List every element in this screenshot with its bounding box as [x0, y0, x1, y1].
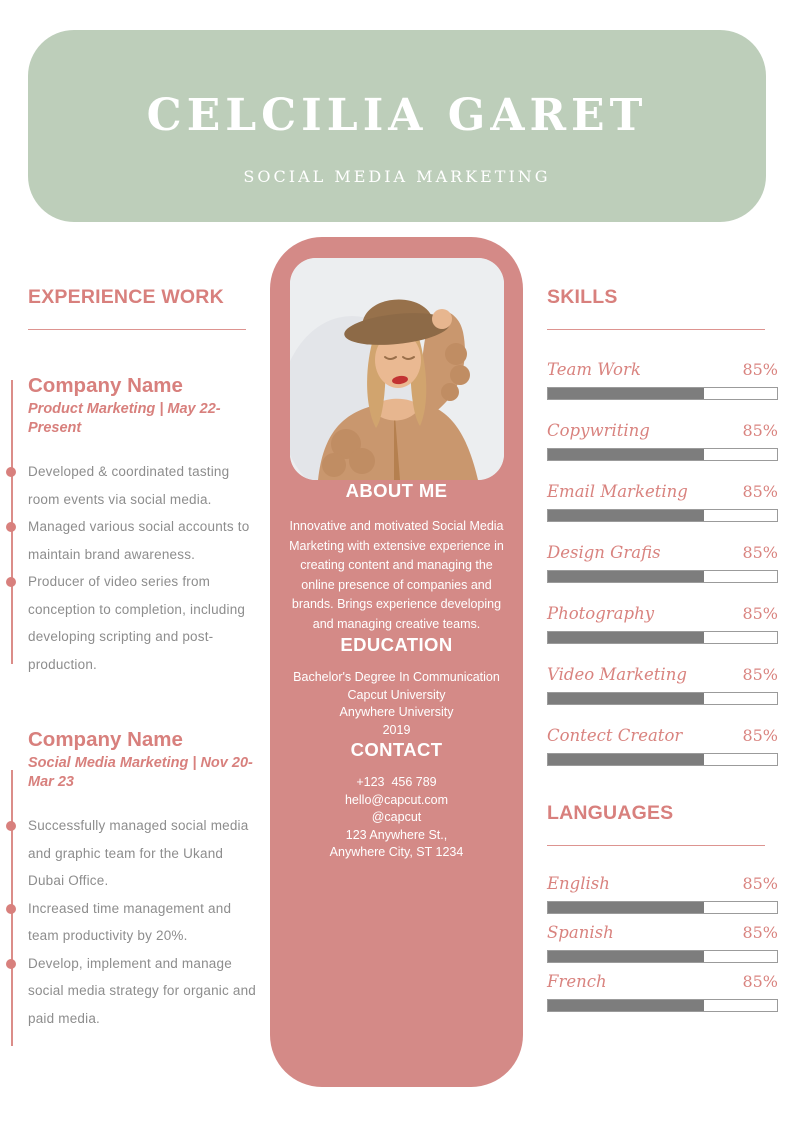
language-label: English	[547, 874, 610, 893]
about-text: Innovative and motivated Social Media Ma…	[289, 519, 504, 631]
education-lines: Bachelor's Degree In Communication Capcu…	[270, 669, 523, 739]
bullet-item: Developed & coordinated tasting room eve…	[6, 458, 260, 513]
skill-percent: 85%	[742, 421, 778, 440]
portrait-illustration	[289, 258, 504, 480]
language-bar-fill	[548, 951, 704, 962]
skill-row: Video Marketing 85%	[547, 665, 778, 705]
skills-divider	[547, 329, 765, 330]
skill-bar	[547, 631, 778, 644]
experience-divider	[28, 329, 246, 330]
language-bar-fill	[548, 1000, 704, 1011]
bullet-item: Successfully managed social media and gr…	[6, 812, 260, 895]
skills-section: SKILLS Team Work 85% Copywriting 85% Email…	[547, 286, 778, 1021]
person-role: SOCIAL MEDIA MARKETING	[243, 167, 551, 186]
profile-panel: ABOUT ME Innovative and motivated Social…	[270, 237, 523, 1087]
job-entry-2: Company Name Social Media Marketing | No…	[6, 728, 260, 1046]
language-percent: 85%	[742, 923, 778, 942]
languages-divider	[547, 845, 765, 846]
skill-label: Photography	[547, 604, 655, 623]
bullet-item: Producer of video series from conception…	[6, 568, 260, 678]
job-bullet-list: Successfully managed social media and gr…	[6, 812, 260, 1033]
skill-bar	[547, 570, 778, 583]
education-line: Bachelor's Degree In Communication	[293, 670, 500, 684]
language-percent: 85%	[742, 972, 778, 991]
language-percent: 85%	[742, 874, 778, 893]
contact-handle: @capcut	[371, 810, 422, 824]
language-bar-fill	[548, 902, 704, 913]
skill-bar-fill	[548, 510, 704, 521]
skill-bar-fill	[548, 449, 704, 460]
skill-row: Copywriting 85%	[547, 421, 778, 461]
contact-address-2: Anywhere City, ST 1234	[329, 845, 464, 859]
skills-title: SKILLS	[547, 286, 618, 308]
skill-percent: 85%	[742, 665, 778, 684]
skill-bar	[547, 448, 778, 461]
company-name: Company Name	[28, 374, 183, 397]
contact-phone: +123 456 789	[356, 775, 437, 789]
skill-label: Contect Creator	[547, 726, 683, 745]
skills-list: Team Work 85% Copywriting 85% Email Market…	[547, 360, 778, 766]
job-entry-1: Company Name Product Marketing | May 22-…	[6, 374, 260, 678]
bullet-item: Managed various social accounts to maint…	[6, 513, 260, 568]
language-label: Spanish	[547, 923, 614, 942]
skill-percent: 85%	[742, 360, 778, 379]
skill-bar-fill	[548, 754, 704, 765]
education-line: Capcut University	[347, 687, 446, 702]
person-name: CELCILIA GARET	[146, 90, 648, 141]
profile-photo	[289, 258, 504, 480]
language-bar	[547, 950, 778, 963]
skill-bar	[547, 387, 778, 400]
header-banner: CELCILIA GARET SOCIAL MEDIA MARKETING	[28, 30, 766, 222]
languages-list: English 85% Spanish 85% French 85%	[547, 874, 778, 1012]
bullet-item: Increased time management and team produ…	[6, 895, 260, 950]
skill-label: Video Marketing	[547, 665, 687, 684]
skill-row: Contect Creator 85%	[547, 726, 778, 766]
language-row: French 85%	[547, 972, 778, 1012]
contact-address-1: 123 Anywhere St.,	[345, 827, 448, 842]
education-line: 2019	[382, 722, 411, 737]
contact-lines: +123 456 789 hello@capcut.com @capcut 12…	[270, 774, 523, 862]
education-line: Anywhere University	[339, 705, 454, 719]
contact-email: hello@capcut.com	[344, 792, 448, 807]
skill-label: Email Marketing	[547, 482, 688, 501]
skill-bar-fill	[548, 571, 704, 582]
skill-label: Design Grafis	[547, 543, 661, 562]
skill-percent: 85%	[742, 726, 778, 745]
skill-row: Photography 85%	[547, 604, 778, 644]
skill-row: Team Work 85%	[547, 360, 778, 400]
skill-percent: 85%	[742, 482, 778, 501]
language-row: Spanish 85%	[547, 923, 778, 963]
language-bar	[547, 999, 778, 1012]
skill-row: Email Marketing 85%	[547, 482, 778, 522]
skill-label: Team Work	[547, 360, 641, 379]
job-meta: Social Media Marketing | Nov 20-Mar 23	[28, 755, 253, 790]
languages-title: LANGUAGES	[547, 802, 674, 824]
job-bullet-list: Developed & coordinated tasting room eve…	[6, 458, 260, 678]
skill-row: Design Grafis 85%	[547, 543, 778, 583]
skill-bar-fill	[548, 632, 704, 643]
language-label: French	[547, 972, 607, 991]
contact-title: CONTACT	[350, 739, 443, 760]
company-name: Company Name	[28, 728, 183, 751]
bullet-item: Develop, implement and manage social med…	[6, 950, 260, 1033]
language-bar	[547, 901, 778, 914]
skill-bar-fill	[548, 693, 704, 704]
skill-bar-fill	[548, 388, 704, 399]
skill-bar	[547, 509, 778, 522]
experience-title: EXPERIENCE WORK	[28, 286, 224, 308]
skill-percent: 85%	[742, 604, 778, 623]
education-title: EDUCATION	[340, 634, 453, 655]
skill-percent: 85%	[742, 543, 778, 562]
experience-section: EXPERIENCE WORK Company Name Product Mar…	[6, 286, 260, 1046]
skill-bar	[547, 692, 778, 705]
language-row: English 85%	[547, 874, 778, 914]
skill-label: Copywriting	[547, 421, 650, 440]
job-meta: Product Marketing | May 22-Present	[28, 401, 221, 436]
about-title: ABOUT ME	[345, 480, 448, 501]
skill-bar	[547, 753, 778, 766]
